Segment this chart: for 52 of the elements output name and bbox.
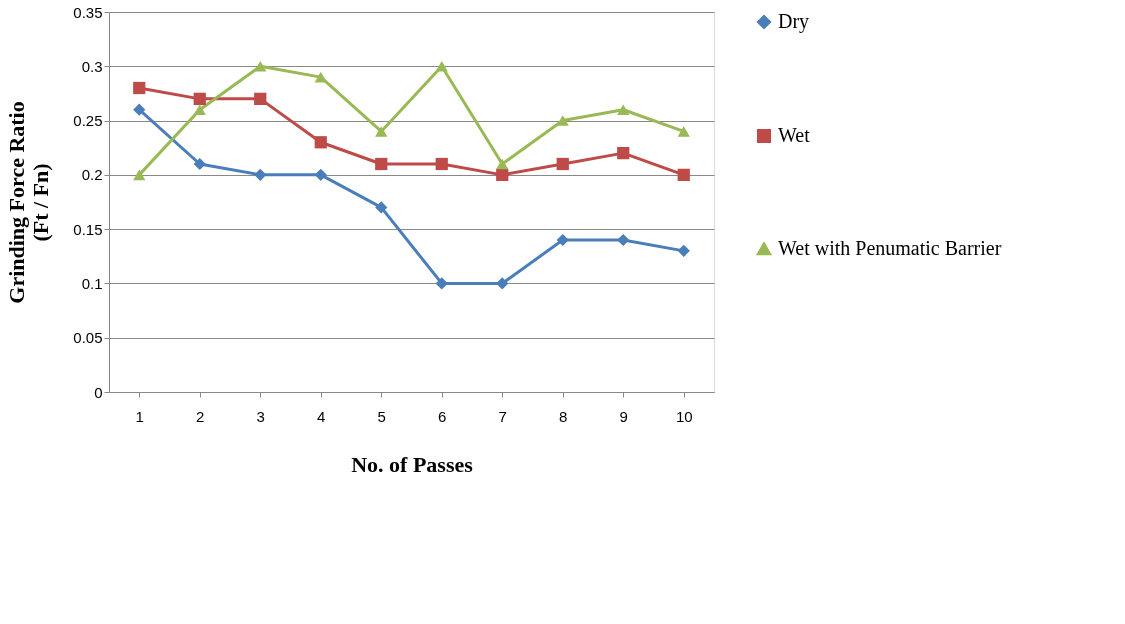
point xyxy=(254,92,267,105)
legend-label: Wet xyxy=(778,124,811,146)
point xyxy=(314,71,327,83)
x-tick-label: 1 xyxy=(135,407,144,425)
point xyxy=(677,244,690,257)
x-tick-label: 5 xyxy=(377,407,386,425)
y-axis-title: Grinding Force Ratio (Ft / Fn) xyxy=(4,101,54,304)
point xyxy=(133,169,146,181)
point xyxy=(556,157,569,171)
y-tick-label: 0.2 xyxy=(81,166,103,184)
x-axis-title: No. of Passes xyxy=(351,451,474,477)
point xyxy=(435,277,448,290)
x-tick-label: 8 xyxy=(559,407,568,425)
point xyxy=(617,104,630,116)
point xyxy=(677,168,690,181)
x-tick-label: 2 xyxy=(196,407,205,425)
point xyxy=(556,233,569,247)
point xyxy=(314,168,327,181)
point xyxy=(254,60,267,72)
point xyxy=(496,158,509,170)
point xyxy=(314,136,327,149)
y-tick-label: 0 xyxy=(94,383,103,401)
y-tick-label: 0.1 xyxy=(81,274,103,292)
legend-label: Dry xyxy=(778,10,810,33)
point xyxy=(193,104,206,116)
y-tick-label: 0.15 xyxy=(73,220,103,238)
point xyxy=(375,157,388,171)
x-tick-label: 9 xyxy=(619,407,628,425)
point xyxy=(617,147,630,160)
x-tick-label: 4 xyxy=(317,407,326,425)
x-tick-label: 10 xyxy=(675,407,693,425)
point xyxy=(375,201,388,214)
x-tick-label: 3 xyxy=(256,407,265,425)
point xyxy=(133,81,146,95)
point xyxy=(375,126,388,137)
point xyxy=(254,168,267,181)
x-tick-label: 7 xyxy=(498,407,507,425)
y-tick-label: 0.25 xyxy=(73,112,103,130)
point xyxy=(677,126,690,137)
y-tick-label: 0.3 xyxy=(81,57,103,75)
point xyxy=(133,103,146,116)
point xyxy=(193,92,206,105)
point xyxy=(617,233,630,247)
x-tick-label: 6 xyxy=(438,407,447,425)
legend-label: Wet with Penumatic Barrier xyxy=(778,237,1002,259)
point xyxy=(193,157,206,171)
point xyxy=(435,157,448,171)
point xyxy=(435,60,448,72)
point xyxy=(496,168,509,181)
y-tick-label: 0.05 xyxy=(73,329,103,347)
y-tick-label: 0.35 xyxy=(73,3,103,21)
point xyxy=(496,277,509,290)
